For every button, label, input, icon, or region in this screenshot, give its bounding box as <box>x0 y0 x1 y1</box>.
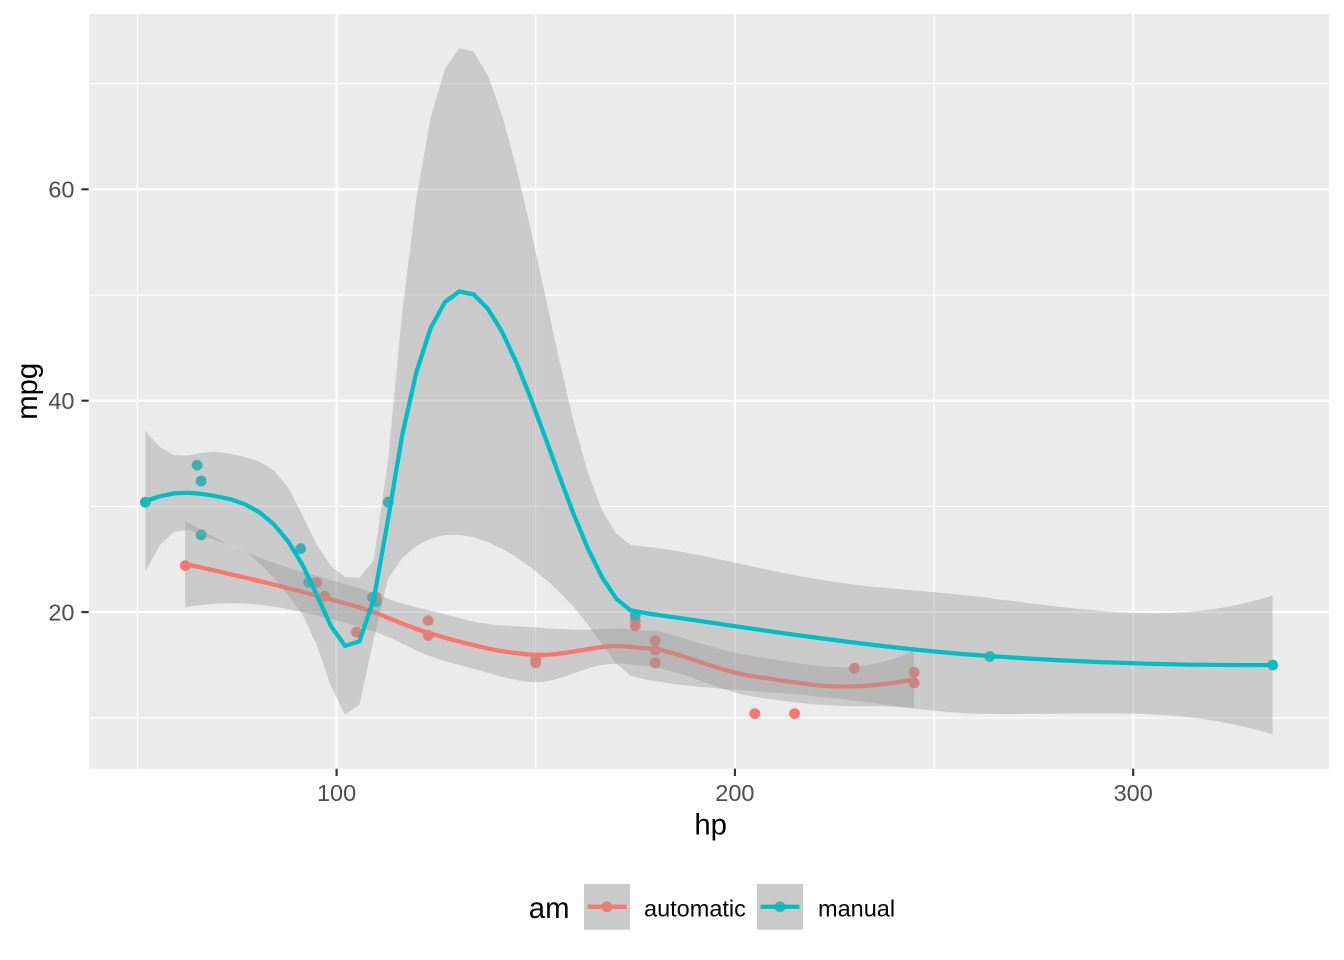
svg-text:manual: manual <box>818 895 895 921</box>
svg-text:200: 200 <box>715 780 754 806</box>
svg-text:300: 300 <box>1114 780 1153 806</box>
svg-text:hp: hp <box>694 808 727 841</box>
svg-text:mpg: mpg <box>11 363 44 420</box>
svg-text:40: 40 <box>48 388 74 414</box>
svg-text:20: 20 <box>48 600 74 626</box>
svg-text:100: 100 <box>317 780 356 806</box>
svg-text:60: 60 <box>48 177 74 203</box>
svg-text:automatic: automatic <box>644 895 746 921</box>
svg-text:am: am <box>529 892 570 925</box>
